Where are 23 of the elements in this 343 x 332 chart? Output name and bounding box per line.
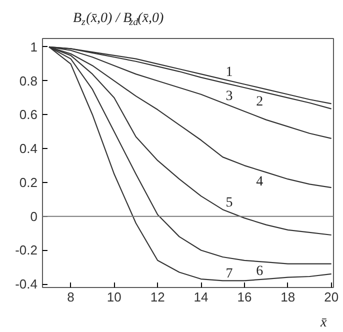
series-label: 4 xyxy=(256,174,264,190)
x-tick-label: 20 xyxy=(324,290,339,304)
series-label: 3 xyxy=(226,88,233,104)
series-label: 2 xyxy=(256,94,264,110)
y-tick-label: -0.2 xyxy=(15,242,38,258)
x-tick-label: 14 xyxy=(194,290,208,304)
series-label: 7 xyxy=(226,266,233,282)
y-tick-label: 0.6 xyxy=(19,107,38,122)
y-tick-label: 0.8 xyxy=(19,73,38,88)
series-label: 5 xyxy=(226,196,233,211)
x-tick-label: 18 xyxy=(280,290,296,304)
series-label: 1 xyxy=(226,65,233,80)
x-tick-label: 10 xyxy=(106,290,122,304)
x-tick-label: 8 xyxy=(67,290,74,304)
y-tick-label: 1 xyxy=(30,39,38,54)
y-tick-label: -0.4 xyxy=(15,276,38,292)
x-tick-label: 12 xyxy=(150,290,165,304)
x-axis-title: x̄ xyxy=(320,316,328,330)
y-tick-label: 0.2 xyxy=(19,174,38,190)
x-tick-label: 16 xyxy=(237,290,252,304)
y-tick-label: 0.4 xyxy=(19,141,38,156)
y-tick-label: 0 xyxy=(30,208,38,224)
series-label: 6 xyxy=(256,264,264,280)
